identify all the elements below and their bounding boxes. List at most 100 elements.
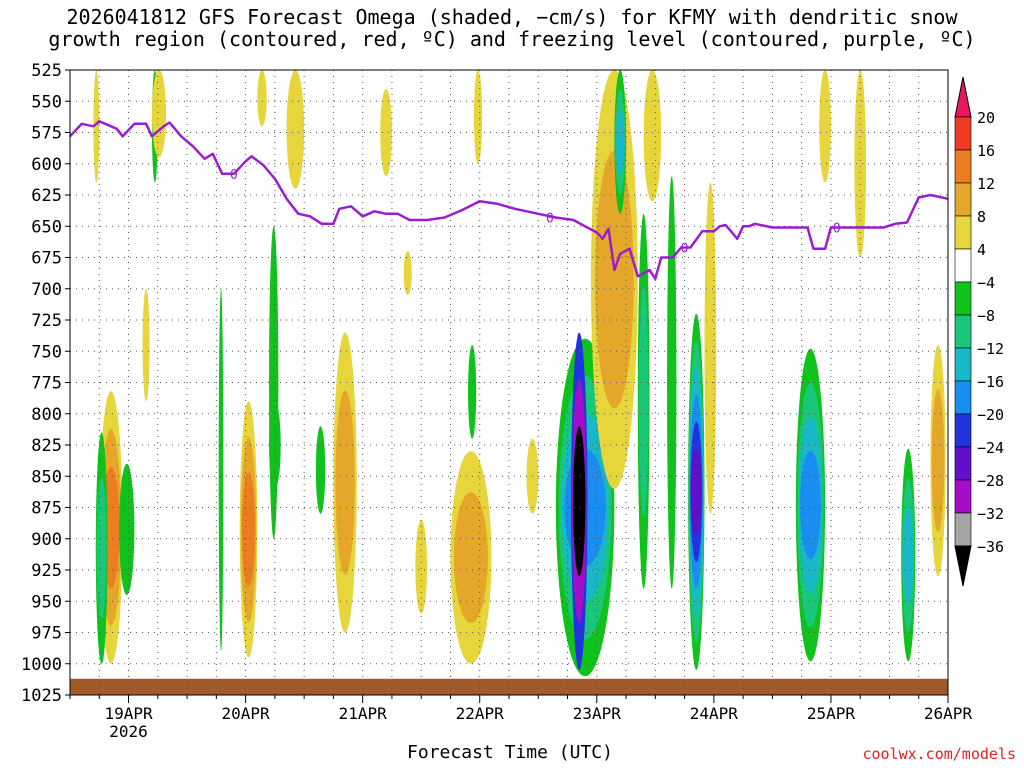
colorbar-label: −4 bbox=[977, 274, 995, 292]
colorbar-top-arrow bbox=[954, 76, 972, 118]
credit-link[interactable]: coolwx.com/models bbox=[862, 745, 1016, 763]
omega-cell bbox=[241, 472, 256, 587]
omega-cell bbox=[615, 109, 625, 174]
x-tick-label: 19APR bbox=[104, 704, 153, 723]
freezing-level-label: 0 bbox=[546, 212, 554, 227]
omega-cell bbox=[151, 70, 166, 158]
colorbar-segment bbox=[954, 380, 972, 415]
omega-cell bbox=[667, 176, 677, 589]
y-tick-label: 700 bbox=[31, 280, 62, 300]
colorbar-label: −24 bbox=[977, 439, 1004, 457]
colorbar-label: −20 bbox=[977, 406, 1004, 424]
y-tick-label: 725 bbox=[31, 311, 62, 331]
freezing-level-label: 0 bbox=[681, 242, 689, 257]
x-tick-label: 22APR bbox=[456, 704, 505, 723]
y-tick-label: 925 bbox=[31, 561, 62, 581]
colorbar-label: 20 bbox=[977, 109, 995, 127]
y-tick-label: 1025 bbox=[21, 686, 62, 706]
omega-cell bbox=[96, 476, 107, 620]
colorbar-label: −28 bbox=[977, 472, 1004, 490]
colorbar-segment bbox=[954, 116, 972, 151]
omega-cell bbox=[218, 288, 224, 652]
omega-cell bbox=[454, 492, 488, 623]
y-tick-label: 825 bbox=[31, 436, 62, 456]
title-line-1: 2026041812 GFS Forecast Omega (shaded, −… bbox=[66, 5, 958, 29]
x-tick-label: 26APR bbox=[924, 704, 973, 723]
omega-cell bbox=[643, 70, 662, 202]
colorbar-label: −8 bbox=[977, 307, 995, 325]
colorbar-label: 4 bbox=[977, 241, 986, 259]
colorbar-segment bbox=[954, 314, 972, 349]
omega-cell bbox=[468, 345, 477, 439]
y-tick-label: 800 bbox=[31, 405, 62, 425]
colorbar-segment bbox=[954, 347, 972, 382]
omega-cell bbox=[704, 182, 717, 514]
freezing-level-label: 0 bbox=[230, 168, 238, 183]
omega-cell bbox=[142, 288, 150, 402]
omega-cell bbox=[819, 70, 831, 183]
y-tick-label: 950 bbox=[31, 592, 62, 612]
omega-cell bbox=[473, 70, 483, 164]
colorbar-segment bbox=[954, 281, 972, 316]
x-tick-label: 20APR bbox=[222, 704, 271, 723]
colorbar-segment bbox=[954, 479, 972, 514]
freezing-level-labels: 0 0 0 0 bbox=[230, 168, 841, 257]
y-tick-label: 900 bbox=[31, 530, 62, 550]
omega-cell bbox=[931, 389, 945, 532]
omega-cell bbox=[594, 150, 634, 409]
terrain-bar bbox=[70, 678, 948, 695]
x-tick-label: 25APR bbox=[807, 704, 856, 723]
omega-cell bbox=[380, 88, 392, 177]
colorbar-segment bbox=[954, 512, 972, 547]
y-tick-label: 850 bbox=[31, 467, 62, 487]
omega-cell bbox=[257, 70, 267, 127]
omega-cell bbox=[854, 70, 867, 258]
colorbar-label: 12 bbox=[977, 175, 995, 193]
y-tick-label: 675 bbox=[31, 249, 62, 269]
colorbar-label: −36 bbox=[977, 538, 1004, 556]
y-tick-label: 525 bbox=[31, 61, 62, 81]
omega-cell bbox=[902, 507, 914, 603]
omega-cell bbox=[335, 390, 355, 575]
y-tick-label: 600 bbox=[31, 155, 62, 175]
colorbar-segment bbox=[954, 446, 972, 481]
y-tick-label: 1000 bbox=[21, 655, 62, 675]
colorbar-label: −16 bbox=[977, 373, 1004, 391]
x-tick-label: 23APR bbox=[573, 704, 622, 723]
omega-cell bbox=[269, 226, 279, 539]
x-tick-sublabel: 2026 bbox=[109, 722, 148, 741]
colorbar-bottom-arrow bbox=[954, 545, 972, 587]
y-tick-label: 775 bbox=[31, 374, 62, 394]
y-tick-label: 750 bbox=[31, 342, 62, 362]
colorbar-label: −12 bbox=[977, 340, 1004, 358]
omega-cell bbox=[119, 463, 135, 595]
x-axis-label: Forecast Time (UTC) bbox=[407, 742, 613, 763]
freezing-level-line bbox=[69, 120, 949, 281]
freezing-level-label: 0 bbox=[833, 222, 841, 237]
y-tick-label: 975 bbox=[31, 624, 62, 644]
omega-cell bbox=[690, 448, 702, 536]
y-tick-label: 550 bbox=[31, 92, 62, 112]
chart-title: 2026041812 GFS Forecast Omega (shaded, −… bbox=[0, 6, 1024, 50]
omega-cell bbox=[573, 426, 586, 577]
colorbar-segment bbox=[954, 182, 972, 217]
omega-cell bbox=[800, 450, 821, 560]
omega-shading bbox=[93, 70, 946, 677]
x-tick-label: 21APR bbox=[339, 704, 388, 723]
omega-cell bbox=[403, 251, 412, 295]
y-tick-label: 875 bbox=[31, 499, 62, 519]
colorbar-label: 16 bbox=[977, 142, 995, 160]
y-tick-label: 575 bbox=[31, 124, 62, 144]
colorbar-label: 8 bbox=[977, 208, 986, 226]
colorbar-label: −32 bbox=[977, 505, 1004, 523]
colorbar: 20 16 12 8 4 −4 −8 −12 −16 −20 −24 −28 −32 −36 bbox=[954, 76, 1004, 587]
y-tick-label: 625 bbox=[31, 186, 62, 206]
title-line-2: growth region (contoured, red, ºC) and f… bbox=[48, 27, 976, 51]
colorbar-segment bbox=[954, 149, 972, 184]
omega-cell bbox=[638, 285, 649, 517]
colorbar-segment bbox=[954, 248, 972, 283]
x-tick-label: 24APR bbox=[690, 704, 739, 723]
omega-cell bbox=[286, 70, 305, 189]
